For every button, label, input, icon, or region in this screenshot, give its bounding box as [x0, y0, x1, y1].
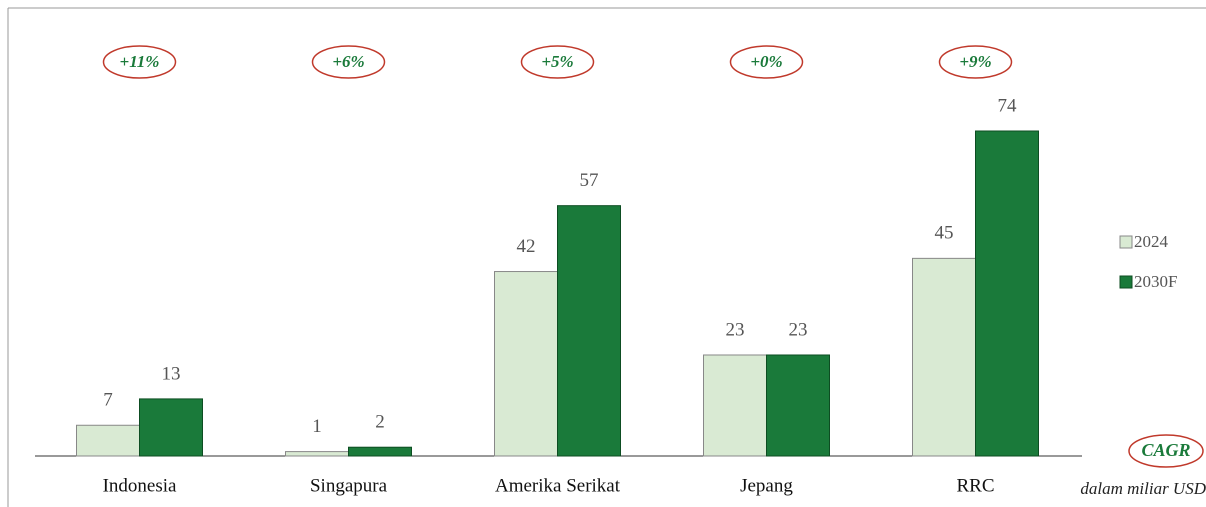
cagr-oval — [729, 45, 804, 79]
legend-label: 2030F — [1134, 272, 1177, 291]
unit-note: dalam miliar USD — [1080, 479, 1206, 498]
bar — [285, 451, 349, 457]
legend-swatch — [1119, 275, 1133, 289]
bar — [703, 354, 767, 457]
bar — [348, 446, 412, 457]
cagr-value: +5% — [541, 52, 573, 71]
cagr-label: CAGR — [1141, 440, 1190, 460]
x-tick-label: RRC — [956, 475, 994, 496]
bar — [766, 354, 830, 457]
cagr-value: +6% — [332, 52, 364, 71]
legend-swatch — [1119, 235, 1133, 249]
x-tick-label: Amerika Serikat — [495, 475, 621, 496]
bar — [76, 424, 140, 457]
data-label: 7 — [103, 390, 113, 411]
cagr-value: +11% — [120, 52, 160, 71]
data-label: 23 — [726, 319, 745, 340]
bar — [557, 205, 621, 457]
cagr-value: +9% — [959, 52, 991, 71]
x-tick-label: Jepang — [740, 475, 793, 496]
cagr-oval — [520, 45, 595, 79]
cagr-value: +0% — [750, 52, 782, 71]
data-label: 1 — [312, 416, 322, 437]
bar — [494, 271, 558, 457]
bar — [912, 257, 976, 457]
cagr-oval — [102, 45, 177, 79]
data-label: 42 — [517, 236, 536, 257]
bar — [975, 130, 1039, 457]
cagr-oval — [311, 45, 386, 79]
cagr-oval — [1128, 434, 1204, 468]
x-tick-label: Indonesia — [103, 475, 177, 496]
data-label: 57 — [580, 170, 599, 191]
data-label: 13 — [162, 363, 181, 384]
data-label: 23 — [789, 319, 808, 340]
x-tick-label: Singapura — [310, 475, 388, 496]
legend-label: 2024 — [1134, 232, 1169, 251]
cagr-oval — [938, 45, 1013, 79]
data-label: 45 — [935, 223, 954, 244]
data-label: 74 — [998, 95, 1018, 116]
bar — [139, 398, 203, 457]
data-label: 2 — [375, 412, 385, 433]
